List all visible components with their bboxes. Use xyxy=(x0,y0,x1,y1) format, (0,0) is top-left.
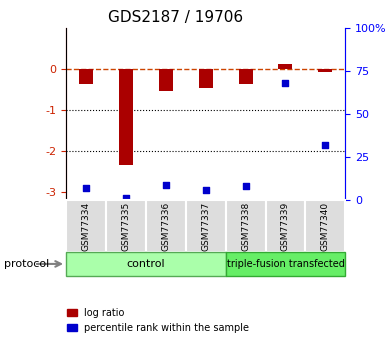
Point xyxy=(322,142,329,148)
Text: control: control xyxy=(126,259,165,269)
FancyBboxPatch shape xyxy=(265,200,305,252)
Text: GSM77337: GSM77337 xyxy=(201,201,210,250)
FancyBboxPatch shape xyxy=(66,200,106,252)
FancyBboxPatch shape xyxy=(225,252,345,276)
Text: GSM77335: GSM77335 xyxy=(121,201,130,250)
Bar xyxy=(199,69,213,88)
FancyBboxPatch shape xyxy=(146,200,186,252)
Bar xyxy=(279,64,293,69)
FancyBboxPatch shape xyxy=(186,200,225,252)
Text: GSM77340: GSM77340 xyxy=(321,201,330,250)
Point xyxy=(282,80,289,86)
Bar xyxy=(119,69,133,165)
Bar xyxy=(319,69,333,72)
FancyBboxPatch shape xyxy=(66,252,225,276)
Point xyxy=(123,196,129,201)
Point xyxy=(242,184,249,189)
Text: GSM77339: GSM77339 xyxy=(281,201,290,250)
Bar xyxy=(239,69,253,84)
Text: protocol: protocol xyxy=(4,259,49,269)
Point xyxy=(83,185,89,191)
Text: GDS2187 / 19706: GDS2187 / 19706 xyxy=(108,10,243,25)
Text: triple-fusion transfected: triple-fusion transfected xyxy=(227,259,345,269)
Text: GSM77338: GSM77338 xyxy=(241,201,250,250)
Text: GSM77336: GSM77336 xyxy=(161,201,170,250)
FancyBboxPatch shape xyxy=(225,200,265,252)
Bar xyxy=(159,69,173,91)
Bar xyxy=(79,69,93,84)
Point xyxy=(163,182,169,187)
Legend: log ratio, percentile rank within the sample: log ratio, percentile rank within the sa… xyxy=(63,304,253,337)
Point xyxy=(203,187,209,193)
FancyBboxPatch shape xyxy=(305,200,345,252)
Text: GSM77334: GSM77334 xyxy=(81,201,90,250)
FancyBboxPatch shape xyxy=(106,200,146,252)
